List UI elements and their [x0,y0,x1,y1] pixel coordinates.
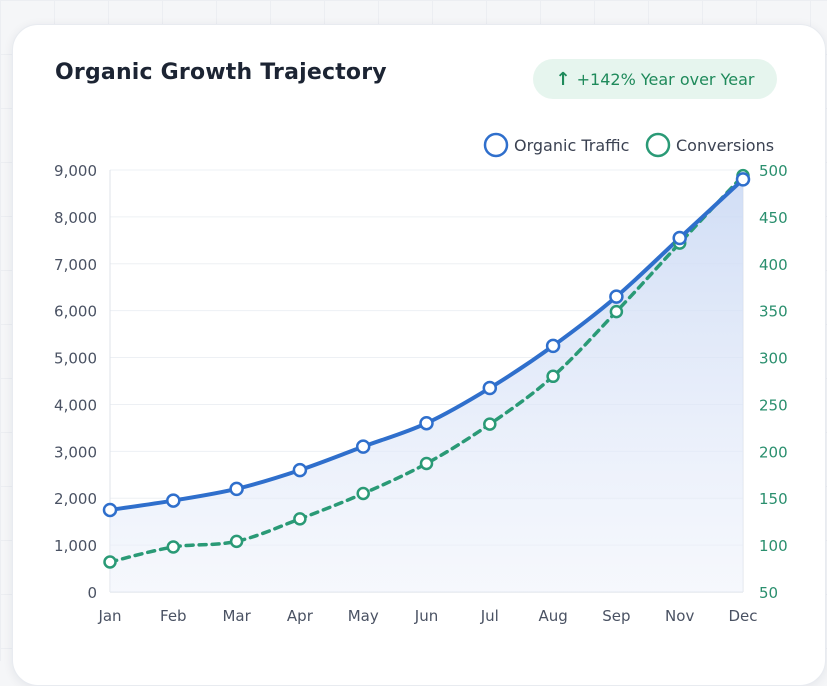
traffic-point [292,462,308,478]
conversions-point [293,512,307,526]
legend-conversions-marker [645,132,671,158]
arrow-up-icon: ↑ [555,68,571,90]
traffic-point [609,289,624,304]
growth-badge-text: +142% Year over Year [576,69,755,89]
y-right-tick-label: 50 [759,584,778,602]
conversions-point [356,486,370,501]
y-left-tick-label: 1,000 [54,537,97,555]
x-tick-label: Dec [728,607,757,625]
traffic-point [355,439,371,454]
traffic-point [419,415,434,431]
conversions-point [609,304,624,319]
traffic-point [102,502,118,518]
y-left-tick-label: 6,000 [54,303,97,321]
x-tick-label: Mar [222,607,251,625]
conversions-point [103,555,117,569]
y-left-tick-label: 9,000 [54,162,97,180]
legend-traffic-marker [483,132,509,158]
y-left-tick-label: 0 [87,584,97,602]
conversions-point [546,369,560,384]
traffic-point [166,493,181,508]
y-right-tick-label: 100 [759,537,788,555]
conversions-point [419,456,434,471]
x-tick-label: Feb [160,607,187,625]
legend: Organic Traffic Conversions [483,132,774,158]
traffic-point [735,172,751,187]
x-tick-label: Jan [97,607,121,625]
conversions-point [229,534,244,549]
x-tick-label: Sep [602,607,630,625]
area-layer [110,179,743,592]
line-chart: 0 1,000 2,000 3,000 4,000 5,000 6,000 7,000 8,00… [54,132,788,625]
y-left-tick-label: 3,000 [54,443,97,461]
traffic-point [672,230,687,246]
axis-layer: 0 1,000 2,000 3,000 4,000 5,000 6,000 7,000 8,00… [54,162,788,625]
x-tick-label: May [348,607,379,625]
y-left-tick-label: 2,000 [54,490,97,508]
traffic-area-fill [110,179,743,592]
series-layer [102,168,751,569]
legend-conversions-label: Conversions [676,136,774,155]
traffic-point [545,338,561,354]
x-tick-label: Jun [414,607,438,625]
y-right-tick-label: 450 [759,209,788,227]
y-left-tick-label: 8,000 [54,209,97,227]
y-right-tick-label: 350 [759,303,788,321]
y-right-tick-label: 500 [759,162,788,180]
y-left-tick-label: 5,000 [54,350,97,368]
y-left-tick-label: 4,000 [54,396,97,414]
y-right-tick-label: 250 [759,396,788,414]
y-left-tick-label: 7,000 [54,256,97,274]
y-right-tick-label: 300 [759,350,788,368]
conversions-point [483,417,497,431]
traffic-point [482,380,498,396]
chart-title: Organic Growth Trajectory [55,60,387,85]
y-right-tick-label: 200 [759,443,788,461]
y-right-tick-label: 150 [759,490,788,508]
traffic-point [229,481,244,497]
conversions-point [166,540,181,554]
x-tick-label: Jul [480,607,499,625]
x-tick-label: Apr [287,607,314,625]
legend-traffic-label: Organic Traffic [514,136,629,155]
y-right-tick-label: 400 [759,256,788,274]
growth-badge: ↑ +142% Year over Year [533,59,777,99]
x-tick-label: Aug [538,607,567,625]
x-tick-label: Nov [665,607,694,625]
